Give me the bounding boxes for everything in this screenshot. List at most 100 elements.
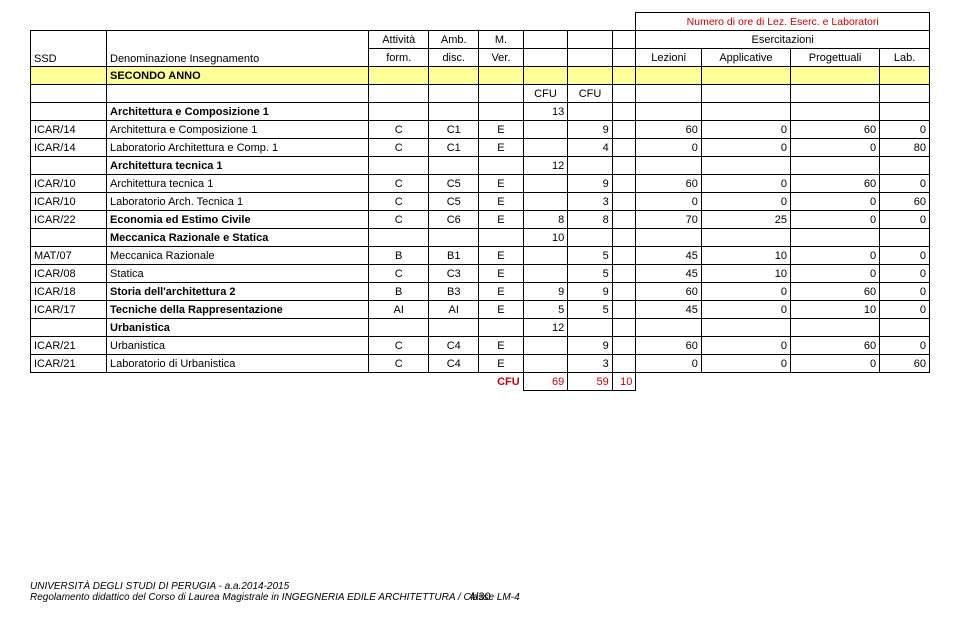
cell-lab: 0 [880,283,930,301]
cell-denom: Architettura e Composizione 1 [107,121,369,139]
cell-spacer [612,175,636,193]
cell-lez [636,229,702,247]
cell-lab [880,319,930,337]
cell-denom: Architettura e Composizione 1 [107,103,369,121]
cell-ssd: ICAR/08 [31,265,107,283]
cell-amb: C3 [429,265,479,283]
cell-spacer [612,103,636,121]
cell-prog: 60 [791,121,880,139]
cell-prog: 0 [791,211,880,229]
secondo-anno-row: SECONDO ANNO [31,67,930,85]
cell-lez: 60 [636,337,702,355]
cell-ssd: MAT/07 [31,247,107,265]
cell-mver: E [479,175,524,193]
cell-spacer [612,301,636,319]
hours-header: Numero di ore di Lez. Eserc. e Laborator… [636,13,930,31]
cell-lab: 60 [880,355,930,373]
cell-denom: Tecniche della Rappresentazione [107,301,369,319]
cell-cfu1: 10 [523,229,568,247]
curriculum-table: Numero di ore di Lez. Eserc. e Laborator… [30,12,930,391]
cell-lab [880,229,930,247]
cell-lez: 45 [636,247,702,265]
cell-amb [429,157,479,175]
cell-spacer [612,337,636,355]
col-mver-2: Ver. [479,49,524,67]
cell-app [701,157,790,175]
cell-cfu2: 5 [568,247,613,265]
cell-prog: 0 [791,355,880,373]
col-amb-2: disc. [429,49,479,67]
cell-amb: C5 [429,193,479,211]
cell-app: 10 [701,265,790,283]
cell-amb [429,103,479,121]
totals-c2: 59 [568,373,613,391]
cell-denom: Economia ed Estimo Civile [107,211,369,229]
cell-lab: 60 [880,193,930,211]
table-row: ICAR/10Architettura tecnica 1CC5E9600600 [31,175,930,193]
cell-lab: 80 [880,139,930,157]
cell-lab: 0 [880,247,930,265]
cell-cfu1 [523,193,568,211]
cell-cfu2 [568,319,613,337]
cell-lez: 60 [636,175,702,193]
cell-ssd [31,229,107,247]
cell-mver [479,319,524,337]
cell-app: 0 [701,337,790,355]
cell-lez: 0 [636,355,702,373]
cell-cfu1 [523,121,568,139]
cell-app: 0 [701,121,790,139]
table-row: ICAR/21Laboratorio di UrbanisticaCC4E300… [31,355,930,373]
cell-att: C [369,355,429,373]
cell-lez [636,103,702,121]
col-lab: Lab. [880,49,930,67]
cell-mver: E [479,265,524,283]
cell-mver: E [479,283,524,301]
cell-mver [479,103,524,121]
cell-lab: 0 [880,211,930,229]
col-lezioni: Lezioni [636,49,702,67]
cell-cfu2 [568,157,613,175]
cell-cfu2: 8 [568,211,613,229]
cell-att: C [369,139,429,157]
cell-ssd: ICAR/22 [31,211,107,229]
col-denom: Denominazione Insegnamento [107,31,369,67]
cell-ssd: ICAR/10 [31,193,107,211]
cell-att: C [369,193,429,211]
header-row-1: SSD Denominazione Insegnamento Attività … [31,31,930,49]
cell-amb [429,229,479,247]
cell-denom: Storia dell'architettura 2 [107,283,369,301]
cell-prog [791,229,880,247]
cell-att [369,103,429,121]
cell-denom: Meccanica Razionale e Statica [107,229,369,247]
cell-prog [791,319,880,337]
cell-prog: 0 [791,193,880,211]
cell-app: 0 [701,139,790,157]
cfu-label-2: CFU [568,85,613,103]
cell-cfu1: 12 [523,319,568,337]
table-row: Urbanistica12 [31,319,930,337]
table-row: Meccanica Razionale e Statica 10 [31,229,930,247]
totals-sp: 10 [612,373,636,391]
cell-lab: 0 [880,265,930,283]
table-row: ICAR/21UrbanisticaCC4E9600600 [31,337,930,355]
table-row: ICAR/14Laboratorio Architettura e Comp. … [31,139,930,157]
cell-app: 0 [701,283,790,301]
cell-ssd [31,157,107,175]
cell-att: C [369,337,429,355]
cell-app [701,103,790,121]
cell-prog: 0 [791,247,880,265]
cell-mver: E [479,301,524,319]
cell-cfu1: 12 [523,157,568,175]
table-row: ICAR/08StaticaCC3E5451000 [31,265,930,283]
col-progettuali: Progettuali [791,49,880,67]
cfu-label-row: CFU CFU [31,85,930,103]
cell-mver: E [479,337,524,355]
cell-cfu2: 4 [568,139,613,157]
cell-spacer [612,193,636,211]
cell-lez: 45 [636,265,702,283]
col-applicative: Applicative [701,49,790,67]
cell-spacer [612,211,636,229]
col-eserc: Esercitazioni [636,31,930,49]
cell-lab: 0 [880,337,930,355]
table-row: ICAR/10Laboratorio Arch. Tecnica 1CC5E30… [31,193,930,211]
